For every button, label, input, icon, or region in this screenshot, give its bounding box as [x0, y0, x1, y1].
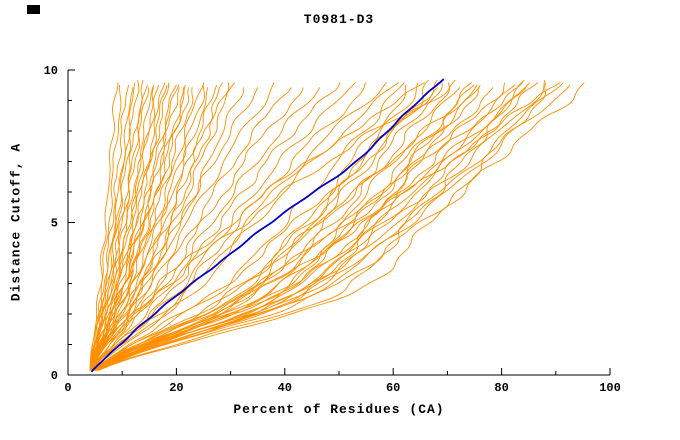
- model-curve: [90, 82, 275, 371]
- model-curve: [91, 87, 321, 371]
- model-curve: [91, 87, 304, 371]
- highlighted-curve: [90, 78, 445, 373]
- x-tick-label: 60: [386, 381, 400, 395]
- y-tick-label: 5: [51, 217, 58, 231]
- model-curve: [97, 82, 585, 371]
- model-curve: [98, 82, 547, 371]
- model-curve: [90, 84, 218, 371]
- model-curve: [90, 87, 209, 371]
- model-curve: [97, 87, 527, 371]
- chart-title: T0981-D3: [303, 12, 375, 27]
- model-curve: [95, 79, 429, 371]
- model-curve: [95, 84, 516, 371]
- model-curve: [94, 79, 438, 371]
- model-curve: [96, 84, 571, 371]
- model-curve: [96, 82, 564, 371]
- model-curve: [89, 84, 122, 371]
- model-curve: [94, 84, 407, 371]
- model-curve: [95, 82, 473, 371]
- model-curve: [91, 82, 356, 371]
- model-curve: [90, 79, 456, 371]
- model-curve: [94, 82, 561, 371]
- corner-mark: [27, 5, 40, 14]
- model-curve: [93, 82, 524, 371]
- model-curve: [89, 84, 159, 371]
- model-curve: [89, 87, 134, 371]
- y-tick-label: 10: [44, 64, 58, 78]
- x-tick-label: 80: [494, 381, 508, 395]
- model-curve: [96, 79, 525, 371]
- model-curve: [89, 87, 150, 371]
- model-curve: [94, 82, 419, 371]
- model-curve: [91, 87, 259, 371]
- model-curve: [95, 82, 539, 371]
- model-curve: [96, 82, 531, 371]
- model-curve: [89, 82, 136, 371]
- model-curve: [90, 82, 224, 371]
- model-curve: [95, 84, 478, 371]
- model-curve: [92, 82, 399, 371]
- x-axis-label: Percent of Residues (CA): [233, 402, 445, 417]
- model-curve: [89, 79, 140, 371]
- model-curve: [90, 87, 155, 371]
- model-curve: [92, 82, 387, 371]
- x-tick-label: 20: [169, 381, 183, 395]
- model-curve: [90, 82, 205, 371]
- model-curve: [96, 79, 546, 371]
- model-curve: [93, 82, 405, 371]
- model-curve: [90, 87, 190, 371]
- model-curve: [90, 87, 245, 371]
- model-curve: [94, 84, 481, 371]
- x-tick-label: 0: [64, 381, 71, 395]
- x-tick-label: 40: [278, 381, 292, 395]
- x-tick-label: 100: [599, 381, 621, 395]
- model-curve: [89, 82, 166, 371]
- model-curve: [89, 80, 144, 371]
- model-curve: [97, 84, 475, 371]
- y-tick-label: 0: [51, 369, 58, 383]
